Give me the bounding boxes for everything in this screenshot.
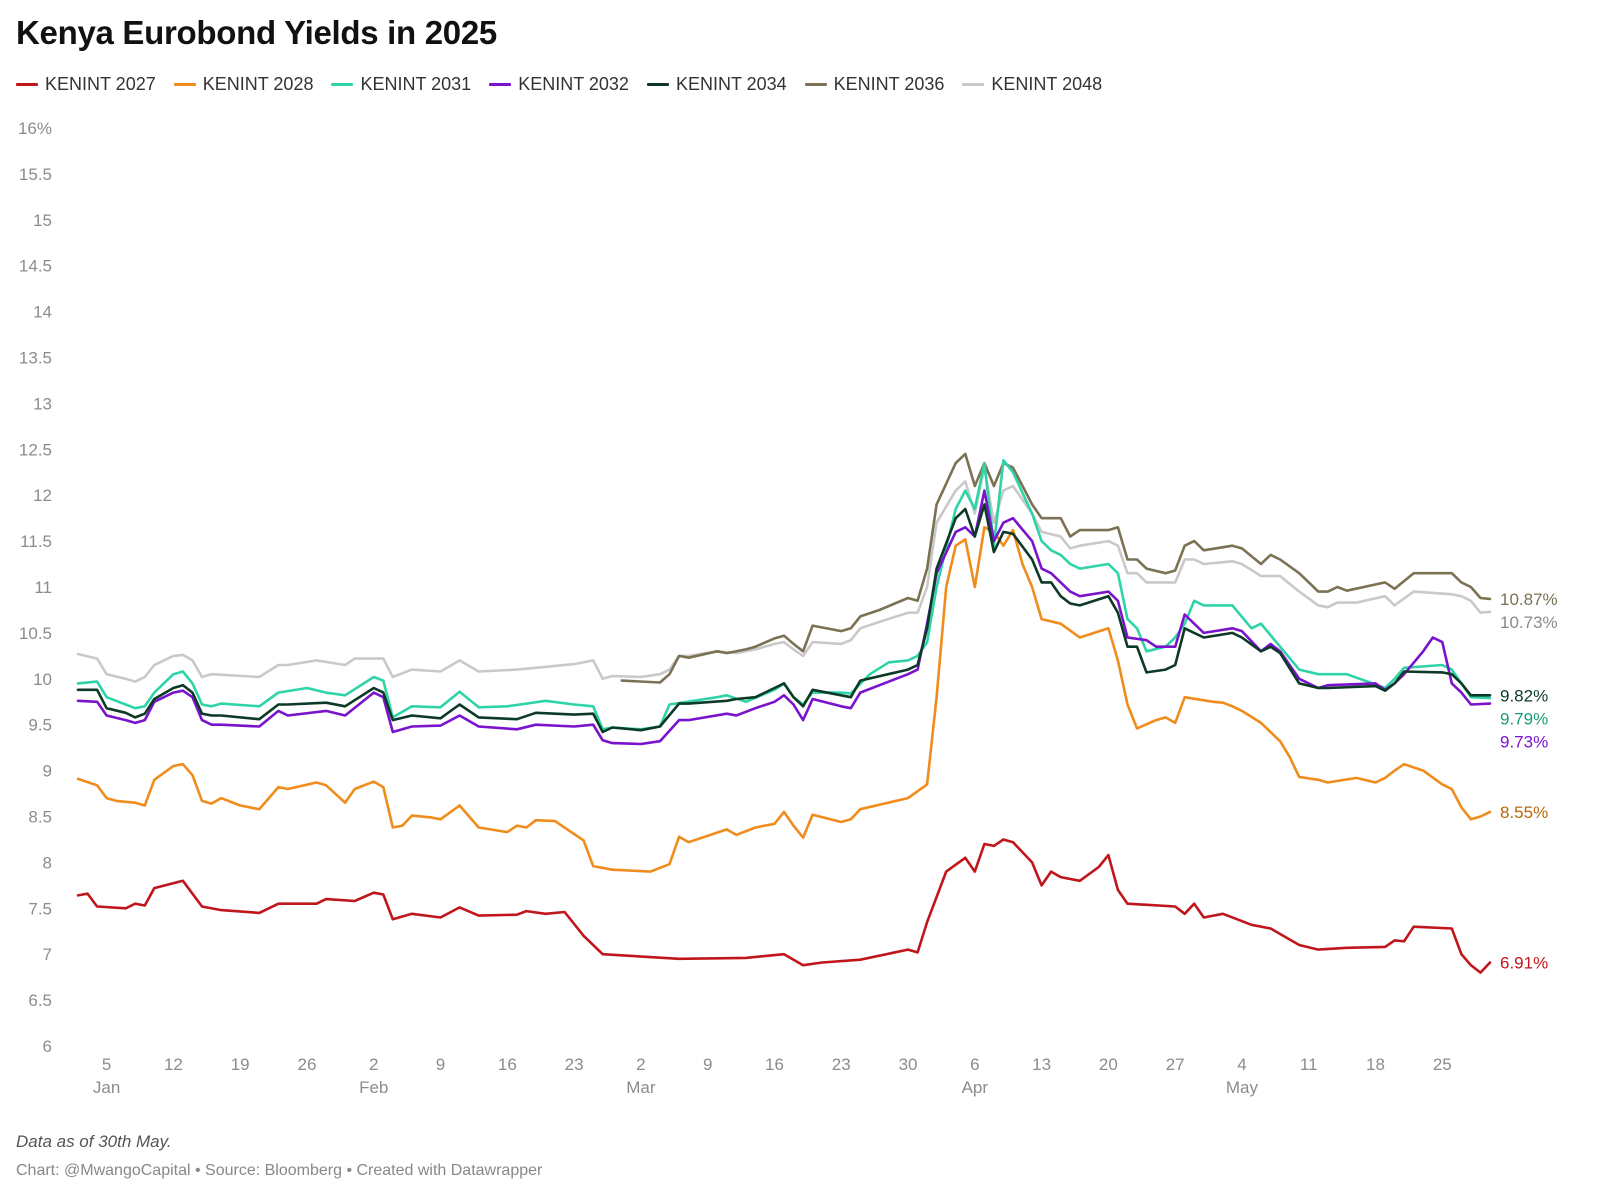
x-tick-label: 23 [565,1055,584,1074]
x-tick-label: 9 [703,1055,712,1074]
y-tick-label: 11 [34,578,52,597]
y-tick-label: 11.5 [20,532,52,551]
legend-item-kenint-2031: KENINT 2031 [331,74,471,95]
end-label-kenint-2032: 9.73% [1500,732,1548,751]
legend-swatch [804,83,827,86]
y-tick-label: 6.5 [28,991,52,1010]
legend-label: KENINT 2031 [360,74,472,94]
legend-item-kenint-2032: KENINT 2032 [489,74,629,95]
series-line-kenint-2027 [76,838,1492,974]
end-label-kenint-2034: 9.82% [1500,686,1548,705]
y-tick-label: 7.5 [28,899,52,918]
x-month-label: Apr [962,1078,989,1097]
series-line-kenint-2034 [76,503,1492,734]
series-line-kenint-2048 [76,466,1492,683]
y-tick-label: 9 [43,762,52,781]
y-tick-label: 13.5 [19,349,52,368]
line-chart: 16% 15.5 15 14.5 14 13.5 13 12.5 12 11.5 11 10.5 10 9… [18,119,1558,1097]
y-tick-label: 8 [43,853,52,872]
series-line-kenint-2031 [76,459,1492,731]
end-label-kenint-2027: 6.91% [1500,953,1548,972]
y-tick-label: 15.5 [19,165,52,184]
series-line-kenint-2036 [620,452,1492,684]
legend: KENINT 2027 KENINT 2028 KENINT 2031 KENINT … [16,74,1102,95]
legend-label: KENINT 2032 [518,74,629,94]
data-note: Data as of 30th May. [16,1132,172,1151]
y-tick-label: 10 [33,670,52,689]
x-tick-label: 5 [102,1055,111,1074]
series-line-kenint-2028 [76,526,1492,873]
y-tick-label: 16% [18,119,52,138]
x-tick-label: 16 [498,1055,517,1074]
x-month-label: May [1226,1078,1259,1097]
series-line-kenint-2032 [76,489,1492,746]
y-tick-label: 15 [33,211,52,230]
legend-swatch [331,83,354,86]
legend-swatch [173,83,196,86]
x-tick-label: 13 [1032,1055,1051,1074]
end-label-kenint-2031: 9.79% [1500,709,1548,728]
legend-label: KENINT 2048 [991,74,1103,94]
legend-swatch [962,83,985,86]
x-tick-label: 4 [1237,1055,1246,1074]
legend-item-kenint-2036: KENINT 2036 [804,74,945,95]
legend-item-kenint-2027: KENINT 2027 [16,74,156,95]
end-label-kenint-2028: 8.55% [1500,803,1548,822]
legend-label: KENINT 2036 [833,74,945,94]
y-tick-label: 6 [43,1037,52,1056]
x-tick-label: 25 [1433,1055,1452,1074]
legend-swatch [489,83,512,86]
x-tick-label: 6 [970,1055,979,1074]
x-tick-label: 27 [1166,1055,1185,1074]
end-labels: 10.87% 10.73% 9.82% 9.79% 9.73% 8.55% 6.91% [1500,590,1558,973]
y-tick-label: 13 [33,394,52,413]
end-label-kenint-2036: 10.87% [1500,590,1558,609]
x-tick-label: 20 [1099,1055,1118,1074]
legend-swatch [646,83,669,86]
series-layer [76,452,1492,974]
x-tick-label: 18 [1366,1055,1385,1074]
x-month-label: Feb [359,1078,388,1097]
x-tick-label: 12 [164,1055,183,1074]
chart-title: Kenya Eurobond Yields in 2025 [16,14,497,51]
x-tick-label: 16 [765,1055,784,1074]
y-tick-label: 10.5 [19,624,52,643]
legend-item-kenint-2048: KENINT 2048 [962,74,1102,95]
end-label-kenint-2048: 10.73% [1500,613,1558,632]
legend-label: KENINT 2027 [45,74,156,94]
y-tick-label: 14 [33,303,52,322]
legend-item-kenint-2028: KENINT 2028 [173,74,314,95]
y-tick-label: 12.5 [19,440,52,459]
legend-label: KENINT 2028 [202,74,314,94]
legend-label: KENINT 2034 [675,74,787,94]
x-tick-label: 19 [231,1055,250,1074]
legend-item-kenint-2034: KENINT 2034 [646,74,787,95]
y-tick-label: 14.5 [19,257,52,276]
source-credit: Chart: @MwangoCapital • Source: Bloomber… [16,1162,543,1179]
x-axis: 5 Jan 12 19 26 2 Feb 9 16 23 2 Mar 9 16 23 30 6 Apr 13 20 27… [93,1055,1452,1097]
x-month-label: Jan [93,1078,120,1097]
x-tick-label: 23 [832,1055,851,1074]
x-month-label: Mar [626,1078,656,1097]
x-tick-label: 9 [436,1055,445,1074]
x-tick-label: 2 [369,1055,378,1074]
y-tick-label: 8.5 [28,808,52,827]
x-tick-label: 26 [298,1055,317,1074]
y-tick-label: 12 [33,486,52,505]
y-axis: 16% 15.5 15 14.5 14 13.5 13 12.5 12 11.5 11 10.5 10 9… [18,119,52,1056]
y-tick-label: 9.5 [28,716,52,735]
x-tick-label: 2 [636,1055,645,1074]
x-tick-label: 11 [1300,1055,1318,1074]
legend-swatch [16,83,38,86]
x-tick-label: 30 [899,1055,918,1074]
y-tick-label: 7 [43,945,52,964]
